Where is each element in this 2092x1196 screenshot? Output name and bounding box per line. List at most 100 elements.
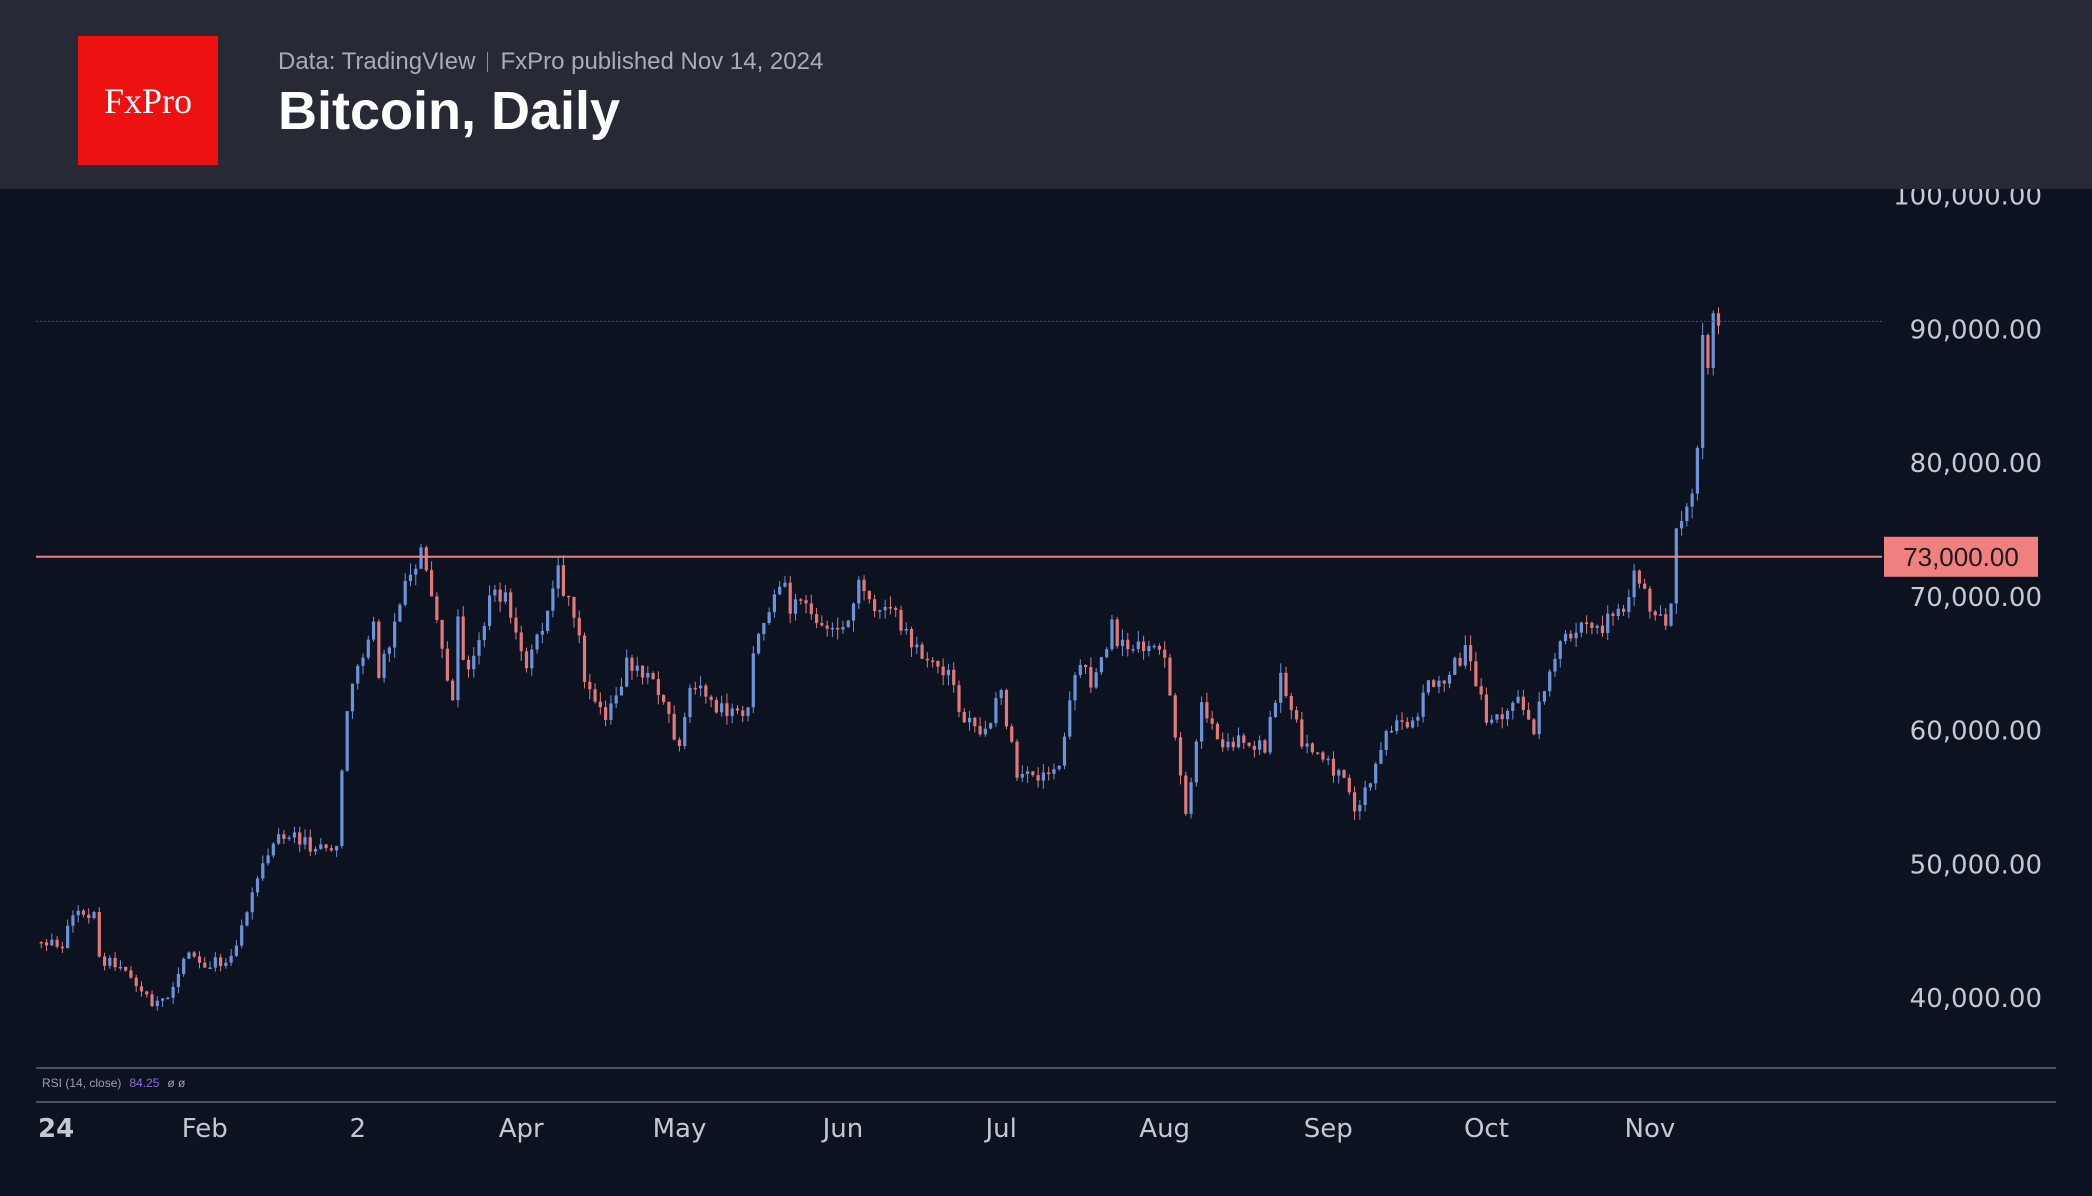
candle-body [1094,672,1098,688]
price-chart: 73,000.00 100,000.00 90,000.00 80,000.00 70… [36,189,2056,1144]
candle-body [387,647,391,654]
chart-header: FxPro Data: TradingVIew FxPro published … [0,0,2092,189]
candle-body [1047,772,1051,774]
candle-body [572,596,576,618]
candle-body [1131,649,1135,651]
candle-body [203,962,207,968]
candle-body [1511,702,1515,711]
candle-body [1221,739,1225,748]
candle-body [598,701,602,708]
candle-body [1147,646,1151,652]
candle-body [588,681,592,690]
candle-body [1331,758,1336,776]
candle-body [76,910,80,916]
candle-body [577,617,581,636]
candle-body [1078,665,1082,676]
candle-body [978,726,982,735]
candle-body [1495,714,1499,720]
candle-body [730,708,734,716]
candle-body [1410,720,1415,728]
candle-body [1505,710,1510,720]
candle-body [999,690,1003,699]
candle-body [1695,447,1699,494]
candle-body [561,565,566,596]
candle-body [81,910,86,915]
candle-body [440,619,444,649]
candle-body [619,686,624,696]
candle-body [1453,657,1457,675]
candle-body [419,547,423,569]
candle-body [292,832,297,838]
logo-text: FxPro [103,80,193,121]
candle-body [1342,770,1346,778]
candle-body [319,844,323,849]
candle-body [287,837,291,840]
candle-body [456,616,460,701]
candle-body [1273,702,1278,717]
candle-body [382,653,386,678]
candle-body [1321,752,1325,760]
candle-body [298,832,302,845]
candle-body [445,648,449,681]
candle-body [646,672,650,678]
candle-body [1010,726,1014,742]
candle-body [303,837,307,845]
candle-body [704,685,708,697]
candle-body [709,696,713,700]
candle-body [888,607,893,609]
candle-body [1716,313,1721,326]
candle-body [630,657,634,671]
candle-body [878,610,882,612]
candle-body [113,957,117,968]
candle-body [1432,680,1436,687]
candle-body [851,603,856,621]
candle-body [1527,710,1531,720]
candle-body [915,644,919,648]
candle-body [1590,622,1594,628]
candle-body [139,986,144,992]
candle-body [224,962,228,966]
candle-body [1416,716,1420,721]
candle-body [155,1000,159,1007]
meta-separator [487,52,489,72]
candle-body [793,599,798,614]
candle-body [783,582,787,587]
x-tick-label: Aug [1139,1114,1190,1144]
candle-body [1168,657,1172,696]
candle-body [1637,570,1641,584]
candle-body [55,939,59,947]
y-tick-label: 40,000.00 [1910,984,2042,1014]
candle-body [651,672,655,680]
x-tick-label: 2 [349,1114,366,1144]
candle-body [171,986,175,998]
candle-body [366,639,370,658]
candle-body [778,586,782,595]
candle-body [867,590,871,600]
candle-body [1574,632,1578,639]
rsi-legend-name: RSI (14, close) [42,1076,121,1090]
candle-body [166,997,170,1000]
candle-body [1363,787,1367,806]
candle-body [477,640,481,656]
candle-body [266,855,270,864]
candle-body [1358,805,1362,812]
candle-body [683,717,687,747]
candle-body [983,728,987,735]
candle-body [498,589,502,602]
candle-body [1200,702,1204,742]
candle-body [361,657,365,666]
y-tick-label: 50,000.00 [1910,850,2042,880]
candle-body [414,568,418,575]
candle-body [862,579,866,591]
candle-body [1268,716,1272,753]
candle-body [836,627,840,630]
candle-body [1142,641,1146,652]
candle-body [1300,719,1304,747]
candle-body [60,946,64,949]
candle-body [1426,680,1431,693]
candle-body [662,695,666,702]
candle-body [1447,674,1452,684]
candle-body [229,955,233,963]
candle-body [350,683,355,712]
candle-body [1679,521,1684,529]
